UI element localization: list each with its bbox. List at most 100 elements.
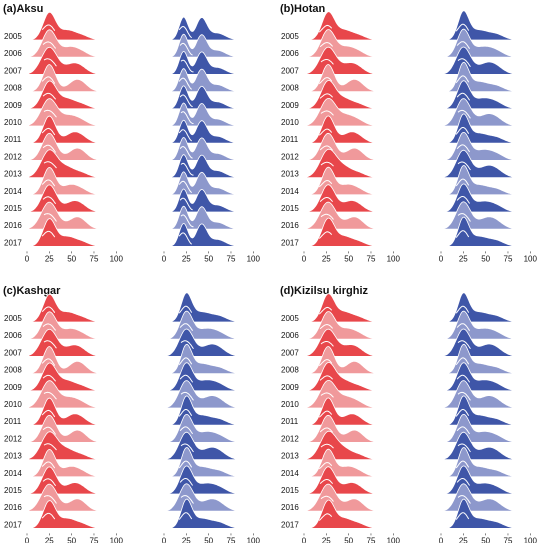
year-label: 2009 (4, 101, 22, 110)
left-ridge-median-line (319, 479, 333, 484)
left-ridge-median-line (319, 93, 333, 99)
right-ridge-median-line (178, 409, 193, 417)
left-ridge-median-line (320, 110, 334, 116)
left-ridge-median-line (319, 427, 333, 433)
left-ridge (305, 483, 375, 512)
panel-2: (b)Hotan 2005 2006 2007 2008 2009 2010 2011 2012… (280, 3, 538, 263)
right-ridge-median-line (180, 111, 194, 124)
right-ridge-median-line (178, 129, 193, 142)
right-ridge-median-line (455, 178, 470, 187)
year-label: 2017 (281, 238, 299, 247)
year-label: 2008 (281, 84, 299, 93)
left-x-tick-label: 25 (45, 254, 54, 263)
right-x-tick-label: 75 (504, 536, 513, 543)
year-label: 2008 (4, 84, 22, 93)
right-x-tick-label: 25 (182, 536, 191, 543)
right-x-tick-label: 25 (459, 254, 468, 263)
right-x-tick-label: 75 (504, 254, 513, 263)
year-label: 2010 (4, 400, 22, 409)
left-ridge-median-line (43, 340, 57, 349)
left-ridge-median-line (43, 391, 57, 400)
year-label: 2016 (4, 503, 22, 512)
left-ridge-median-line (320, 341, 334, 347)
left-x-tick-label: 0 (302, 254, 307, 263)
right-ridge-median-line (178, 357, 193, 366)
right-x-tick-label: 50 (481, 254, 490, 263)
right-x-tick-label: 0 (162, 254, 167, 263)
year-label: 2005 (281, 32, 299, 41)
year-label: 2005 (4, 314, 22, 323)
left-x-tick-label: 50 (67, 254, 76, 263)
right-ridge-median-line (457, 109, 471, 119)
right-ridge (442, 10, 515, 41)
right-ridge-median-line (179, 323, 194, 331)
left-ridge-median-line (41, 409, 56, 418)
left-ridge (305, 46, 375, 75)
right-ridge-median-line (178, 512, 193, 520)
left-ridge (305, 346, 375, 374)
left-ridge-median-line (43, 495, 57, 504)
left-ridge-median-line (318, 180, 333, 188)
left-ridge (305, 217, 375, 247)
right-ridge-median-line (180, 443, 194, 453)
left-ridge-median-line (41, 76, 56, 84)
right-ridge-median-line (457, 443, 471, 453)
panel-3: (c)Kashgar 2005 2006 2007 2008 2009 2010 2011 20… (3, 285, 261, 543)
year-label: 2011 (281, 135, 299, 144)
left-ridge-median-line (318, 462, 333, 470)
right-ridge-median-line (178, 77, 193, 90)
left-ridge (305, 201, 375, 230)
left-ridge-median-line (318, 306, 333, 315)
left-ridge-median-line (320, 161, 334, 167)
year-label: 2009 (281, 383, 299, 392)
year-label: 2009 (281, 101, 299, 110)
left-ridge-median-line (320, 59, 334, 65)
left-x-tick-label: 100 (110, 254, 124, 263)
year-label: 2012 (281, 434, 299, 443)
left-x-tick-label: 50 (67, 536, 76, 543)
left-ridge-median-line (42, 426, 57, 435)
left-ridge-median-line (42, 323, 57, 331)
left-ridge (305, 430, 375, 460)
year-label: 2014 (281, 469, 299, 478)
year-label: 2007 (4, 348, 22, 357)
year-label: 2007 (281, 66, 299, 75)
right-ridge-median-line (180, 495, 194, 504)
left-ridge (305, 64, 375, 92)
year-label: 2015 (281, 486, 299, 495)
year-label: 2015 (4, 486, 22, 495)
left-ridge-median-line (42, 196, 57, 205)
left-x-tick-label: 0 (302, 536, 307, 543)
right-ridge-median-line (179, 374, 194, 383)
left-ridge-median-line (319, 324, 333, 330)
left-x-tick-label: 0 (25, 254, 30, 263)
left-x-tick-label: 100 (110, 536, 124, 543)
left-x-tick-label: 50 (344, 254, 353, 263)
right-x-tick-label: 50 (204, 254, 213, 263)
panel-4: (d)Kizilsu kirghiz 2005 2006 2007 2008 2009 20… (280, 285, 538, 543)
left-ridge (305, 361, 375, 392)
left-ridge-median-line (41, 306, 56, 313)
year-label: 2008 (281, 366, 299, 375)
year-label: 2016 (281, 221, 299, 230)
left-ridge (305, 311, 375, 340)
right-ridge-median-line (178, 180, 193, 193)
right-ridge-median-line (456, 41, 471, 49)
right-ridge-median-line (456, 374, 471, 383)
left-ridge-median-line (318, 231, 333, 239)
panel-title: (a)Aksu (3, 3, 43, 15)
left-ridge (28, 218, 98, 247)
left-ridge-median-line (319, 42, 333, 48)
right-ridge-median-line (456, 92, 471, 101)
right-ridge-median-line (180, 162, 194, 176)
left-ridge (28, 149, 98, 178)
year-label: 2012 (281, 152, 299, 161)
left-ridge-median-line (320, 443, 334, 449)
left-ridge (28, 500, 98, 529)
left-ridge-median-line (43, 213, 57, 222)
left-x-tick-label: 75 (90, 536, 99, 543)
right-x-tick-label: 0 (439, 254, 444, 263)
right-ridge-median-line (456, 323, 471, 331)
left-ridge (28, 380, 98, 409)
